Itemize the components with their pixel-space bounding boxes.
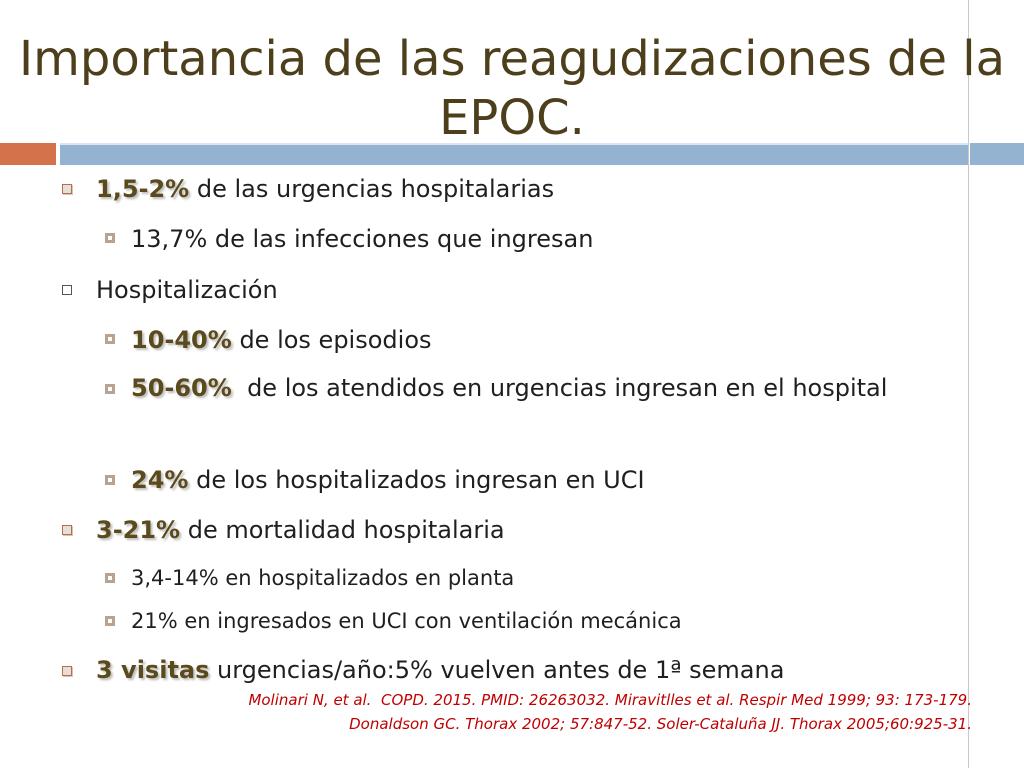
highlight-value: 10-40%	[131, 326, 232, 354]
references: Molinari N, et al. COPD. 2015. PMID: 262…	[248, 688, 972, 736]
bullet-icon	[62, 285, 72, 295]
item-text: de los hospitalizados ingresan en UCI	[188, 466, 645, 494]
reference-line: Donaldson GC. Thorax 2002; 57:847-52. So…	[349, 715, 972, 733]
right-guide-line	[968, 0, 969, 768]
accent-bar-orange	[0, 143, 56, 165]
bullet-icon	[62, 184, 72, 194]
list-item: 21% en ingresados en UCI con ventilación…	[131, 609, 682, 633]
item-text: de los episodios	[231, 326, 432, 354]
highlight-value: 3-21%	[96, 516, 181, 544]
bullet-icon	[62, 666, 72, 676]
accent-bar-blue	[60, 145, 968, 165]
list-item: 24% de los hospitalizados ingresan en UC…	[131, 466, 645, 494]
highlight-value: 3 visitas	[96, 656, 210, 684]
sub-bullet-icon	[105, 616, 115, 626]
accent-bar-blue-right	[970, 143, 1024, 165]
item-text: de los atendidos en urgencias ingresan e…	[231, 374, 888, 402]
bullet-icon	[62, 525, 72, 535]
list-item: 3 visitas urgencias/año:5% vuelven antes…	[96, 656, 784, 684]
sub-bullet-icon	[105, 334, 115, 344]
item-text: de mortalidad hospitalaria	[180, 516, 505, 544]
sub-bullet-icon	[105, 233, 115, 243]
sub-bullet-icon	[105, 475, 115, 485]
item-text: urgencias/año:5% vuelven antes de 1ª sem…	[209, 656, 785, 684]
highlight-value: 50-60%	[131, 374, 232, 402]
list-item: 50-60% de los atendidos en urgencias ing…	[131, 370, 921, 406]
reference-line: Molinari N, et al. COPD. 2015. PMID: 262…	[248, 691, 972, 709]
list-item: Hospitalización	[96, 276, 278, 304]
slide-title: Importancia de las reagudizaciones de la…	[18, 31, 1006, 146]
highlight-value: 24%	[131, 466, 189, 494]
sub-bullet-icon	[105, 573, 115, 583]
highlight-value: 1,5-2%	[96, 175, 190, 203]
list-item: 13,7% de las infecciones que ingresan	[131, 225, 594, 253]
list-item: 3,4-14% en hospitalizados en planta	[131, 566, 515, 590]
sub-bullet-icon	[105, 384, 115, 394]
accent-bar-blue-highlight	[60, 143, 968, 145]
list-item: 3-21% de mortalidad hospitalaria	[96, 516, 505, 544]
list-item: 10-40% de los episodios	[131, 326, 432, 354]
list-item: 1,5-2% de las urgencias hospitalarias	[96, 175, 554, 203]
item-text: de las urgencias hospitalarias	[189, 175, 555, 203]
